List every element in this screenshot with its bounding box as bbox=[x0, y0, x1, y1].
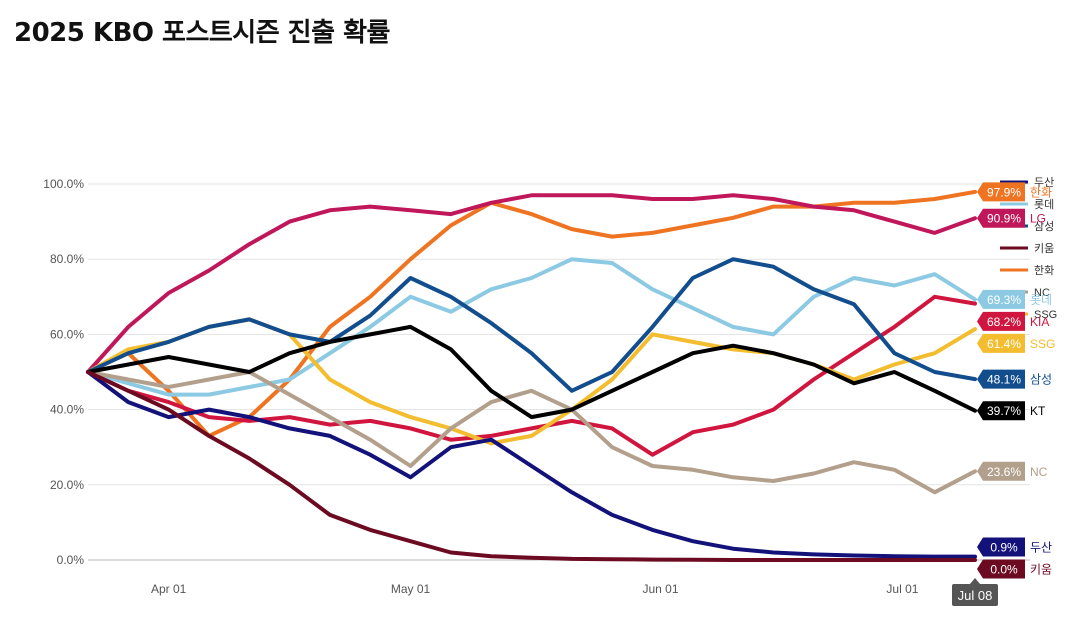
date-badge-box bbox=[952, 584, 998, 606]
x-tick-label: Jun 01 bbox=[643, 582, 679, 596]
series-lines bbox=[86, 189, 977, 562]
current-date-badge: Jul 08 bbox=[952, 578, 998, 606]
series-line-삼성[interactable] bbox=[86, 257, 977, 393]
date-badge-label: Jul 08 bbox=[958, 588, 993, 603]
end-label-team: 롯데 bbox=[1030, 293, 1052, 307]
end-label-value: 48.1% bbox=[987, 373, 1021, 387]
end-label-value: 90.9% bbox=[987, 212, 1021, 226]
legend-label: 한화 bbox=[1034, 264, 1054, 277]
end-label-value: 61.4% bbox=[987, 337, 1021, 351]
end-label-box bbox=[977, 182, 1025, 202]
end-label-box bbox=[977, 311, 1025, 331]
series-line-NC[interactable] bbox=[86, 370, 977, 495]
y-tick-label: 100.0% bbox=[43, 177, 84, 191]
end-label-box bbox=[977, 401, 1025, 421]
legend-label: 삼성 bbox=[1034, 220, 1054, 233]
chart-title: 2025 KBO 포스트시즌 진출 확률 bbox=[14, 18, 390, 48]
y-tick-label: 0.0% bbox=[57, 553, 85, 567]
y-tick-label: 40.0% bbox=[50, 403, 84, 417]
y-axis-ticks: 0.0% 20.0% 40.0% 60.0% 80.0% 100.0% bbox=[43, 177, 84, 567]
end-label-team: LG bbox=[1030, 212, 1046, 226]
y-tick-label: 80.0% bbox=[50, 252, 84, 266]
end-label-team: KT bbox=[1030, 404, 1046, 418]
end-label-team: 두산 bbox=[1030, 541, 1052, 555]
series-line-KT[interactable] bbox=[86, 324, 977, 420]
series-line-두산[interactable] bbox=[86, 370, 977, 559]
legend-label: 롯데 bbox=[1034, 198, 1054, 211]
end-labels: 97.9% 한화 90.9% LG 69.3% 롯데 68.2% KIA 61.4% SSG 48.… bbox=[977, 182, 1055, 579]
x-axis-ticks: Apr 01 May 01 Jun 01 Jul 01 bbox=[151, 582, 919, 596]
y-tick-label: 60.0% bbox=[50, 327, 84, 341]
end-label-box bbox=[977, 369, 1025, 389]
end-label-value: 68.2% bbox=[987, 315, 1021, 329]
end-label-value: 39.7% bbox=[987, 404, 1021, 418]
end-label-team: NC bbox=[1030, 465, 1048, 479]
end-label-team: 한화 bbox=[1030, 185, 1052, 199]
end-label-box bbox=[977, 461, 1025, 481]
series-line-키움[interactable] bbox=[86, 370, 977, 562]
series-line-SSG[interactable] bbox=[86, 317, 977, 446]
legend-label: SSG bbox=[1034, 309, 1057, 321]
end-label-box bbox=[977, 289, 1025, 309]
end-label-value: 69.3% bbox=[987, 293, 1021, 307]
x-tick-label: May 01 bbox=[391, 582, 431, 596]
y-tick-label: 20.0% bbox=[50, 478, 84, 492]
end-label-box bbox=[977, 208, 1025, 228]
legend-label: 두산 bbox=[1034, 176, 1054, 189]
legend-label: NC bbox=[1034, 287, 1050, 299]
end-label-box bbox=[977, 537, 1025, 557]
legend-label: 키움 bbox=[1034, 242, 1054, 255]
end-label-box bbox=[977, 559, 1025, 579]
end-label-team: 삼성 bbox=[1030, 373, 1052, 387]
end-label-value: 0.9% bbox=[990, 541, 1018, 555]
series-line-LG[interactable] bbox=[86, 193, 977, 374]
series-line-한화[interactable] bbox=[86, 189, 977, 438]
end-label-value: 0.0% bbox=[990, 563, 1018, 577]
x-tick-label: Apr 01 bbox=[151, 582, 187, 596]
end-label-box bbox=[977, 333, 1025, 353]
end-label-team: KIA bbox=[1030, 315, 1049, 329]
end-label-team: 키움 bbox=[1030, 563, 1052, 577]
end-label-team: SSG bbox=[1030, 337, 1055, 351]
series-line-롯데[interactable] bbox=[86, 257, 977, 397]
date-badge-pointer bbox=[970, 578, 980, 584]
end-label-value: 23.6% bbox=[987, 465, 1021, 479]
x-tick-label: Jul 01 bbox=[886, 582, 918, 596]
end-label-value: 97.9% bbox=[987, 185, 1021, 199]
